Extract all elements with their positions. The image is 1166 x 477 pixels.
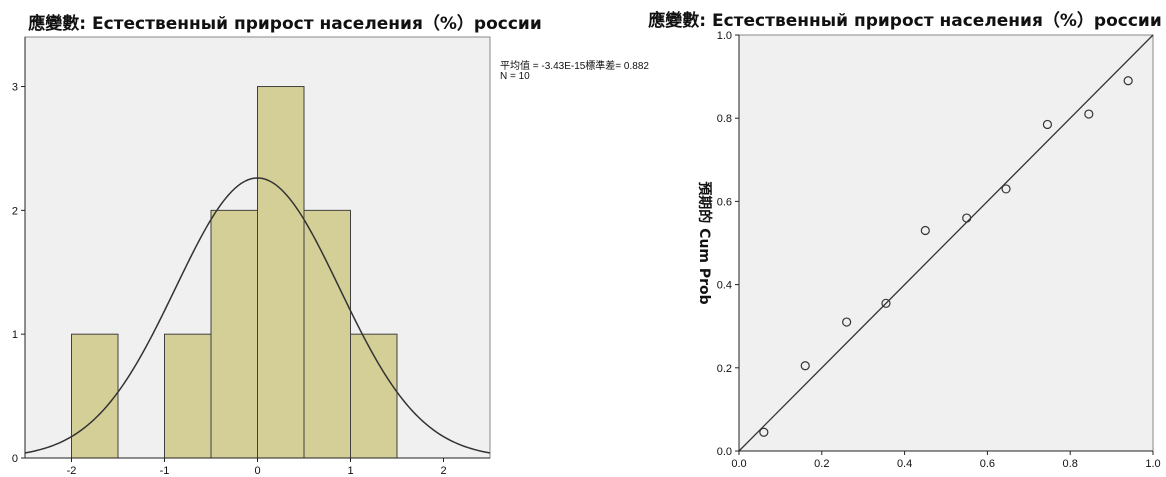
pp-plot-x-ticks: 0.0 0.2 0.4 0.6 0.8 1.0 xyxy=(731,451,1161,470)
pp-plot-x-tick-label: 0.4 xyxy=(897,458,912,470)
pp-plot-x-tick-label: 0.0 xyxy=(731,458,746,470)
pp-plot-point xyxy=(800,361,810,371)
pp-plot-y-tick-label: 0.2 xyxy=(717,363,732,375)
histogram-stats-n: N = 10 xyxy=(500,71,530,82)
histogram-bar xyxy=(210,209,258,459)
histogram-x-tick-label: 0 xyxy=(254,465,260,477)
pp-plot-y-tick-label: 0.4 xyxy=(717,280,732,292)
histogram-bar xyxy=(257,86,305,459)
histogram-bar xyxy=(350,333,398,459)
pp-plot-x-tick-label: 1.0 xyxy=(1145,458,1160,470)
pp-plot-y-tick-label: 0.8 xyxy=(717,113,732,125)
pp-plot-y-tick-label: 0.6 xyxy=(717,196,732,208)
histogram-x-tick-label: -2 xyxy=(67,465,77,477)
histogram-bar xyxy=(303,209,351,459)
pp-plot-point xyxy=(1001,184,1011,194)
pp-plot-point xyxy=(842,317,852,327)
histogram-x-tick-label: 1 xyxy=(347,465,353,477)
pp-plot-y-tick-label: 0.0 xyxy=(717,446,732,458)
histogram-chart: 應變數: Естественный прирост населения（%）ро… xyxy=(12,13,650,477)
pp-plot-y-ticks: 0.0 0.2 0.4 0.6 0.8 1.0 xyxy=(717,30,739,458)
histogram-title: 應變數: Естественный прирост населения（%）ро… xyxy=(28,13,541,34)
histogram-y-tick-label: 0 xyxy=(12,453,18,465)
histogram-y-ticks: 0 1 2 3 xyxy=(12,82,25,465)
pp-plot-y-tick-label: 1.0 xyxy=(717,30,732,42)
pp-plot-point xyxy=(962,213,972,223)
pp-plot-title: 應變數: Естественный прирост населения（%）ро… xyxy=(648,10,1161,31)
histogram-y-tick-label: 1 xyxy=(12,329,18,341)
pp-plot-point xyxy=(1084,109,1094,119)
histogram-bars xyxy=(71,86,398,459)
pp-plot-point xyxy=(881,298,891,308)
histogram-stats-mean-sd: 平均值 = -3.43E-15標準差= 0.882 xyxy=(500,59,649,72)
pp-plot-point xyxy=(1042,119,1053,130)
pp-plot-x-tick-label: 0.8 xyxy=(1063,458,1078,470)
histogram-y-tick-label: 3 xyxy=(12,82,18,94)
pp-plot-y-axis-label: 預期的 Cum Prob xyxy=(696,181,713,304)
normal-curve xyxy=(24,177,491,454)
pp-plot-x-tick-label: 0.2 xyxy=(814,458,829,470)
histogram-x-tick-label: 2 xyxy=(440,465,446,477)
pp-plot-point xyxy=(1123,76,1133,86)
histogram-x-tick-label: -1 xyxy=(160,465,170,477)
pp-plot-x-tick-label: 0.6 xyxy=(980,458,995,470)
histogram-bar xyxy=(71,333,119,459)
pp-plot-chart: 應變數: Естественный прирост населения（%）ро… xyxy=(648,10,1161,470)
pp-plot-point xyxy=(920,225,930,236)
histogram-bar xyxy=(164,333,212,459)
pp-plot-points xyxy=(759,76,1133,437)
histogram-y-tick-label: 2 xyxy=(12,205,18,217)
histogram-x-ticks: -2 -1 0 1 2 xyxy=(67,458,447,477)
pp-plot-point xyxy=(759,427,769,437)
reference-line xyxy=(738,34,1154,452)
